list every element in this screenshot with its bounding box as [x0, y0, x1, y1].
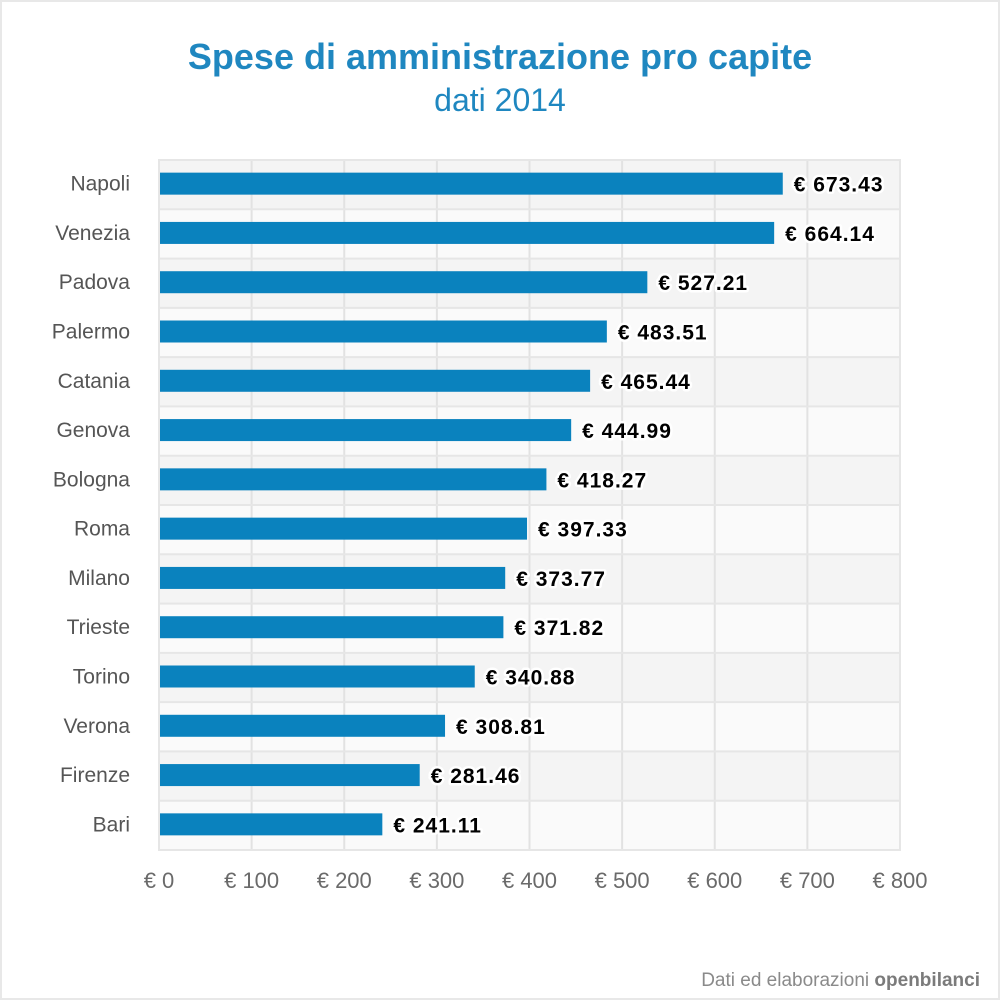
- x-tick-label: € 700: [780, 868, 835, 893]
- bar: [160, 320, 607, 343]
- value-labels: € 673.43 € 664.14 € 527.21 € 483.51 € 465.44…: [391, 171, 885, 840]
- credit-brand: openbilanci: [874, 970, 980, 991]
- value-label: € 397.33: [538, 519, 628, 542]
- x-tick-label: € 400: [502, 868, 557, 893]
- category-labels: Napoli Venezia Padova Palermo Catania Genova B…: [52, 173, 131, 837]
- category-label: Roma: [74, 518, 130, 541]
- value-label: € 444.99: [582, 420, 672, 443]
- category-label: Milano: [68, 567, 130, 590]
- credit-prefix: Dati ed elaborazioni: [701, 970, 870, 991]
- category-label: Bologna: [53, 468, 130, 491]
- bar: [160, 714, 446, 737]
- bar: [160, 468, 547, 491]
- category-label: Trieste: [67, 616, 130, 639]
- category-label: Catania: [58, 370, 131, 393]
- chart-subtitle: dati 2014: [434, 82, 566, 118]
- category-label: Palermo: [52, 321, 130, 344]
- category-label: Torino: [73, 666, 130, 689]
- bar: [160, 221, 775, 244]
- source-credit: Dati ed elaborazioni openbilanci: [701, 970, 980, 992]
- bar: [160, 764, 420, 787]
- x-tick-label: € 100: [224, 868, 279, 893]
- category-label: Padova: [59, 271, 131, 294]
- value-label: € 281.46: [431, 765, 521, 788]
- value-label: € 371.82: [514, 617, 604, 640]
- value-label: € 673.43: [794, 174, 884, 197]
- bar: [160, 813, 383, 836]
- x-tick-label: € 200: [317, 868, 372, 893]
- bar: [160, 271, 648, 294]
- category-label: Napoli: [70, 173, 130, 196]
- category-label: Venezia: [55, 222, 130, 245]
- category-label: Firenze: [60, 764, 130, 787]
- bar: [160, 419, 572, 442]
- bar: [160, 517, 528, 540]
- category-label: Bari: [93, 813, 130, 836]
- bar: [160, 369, 591, 392]
- category-label: Verona: [63, 715, 130, 738]
- bar: [160, 665, 475, 688]
- x-tick-label: € 500: [595, 868, 650, 893]
- chart-title: Spese di amministrazione pro capite: [187, 36, 813, 77]
- value-label: € 664.14: [785, 223, 875, 246]
- value-label: € 308.81: [456, 716, 546, 739]
- value-label: € 465.44: [601, 371, 691, 394]
- value-label: € 373.77: [516, 568, 606, 591]
- bar: [160, 616, 504, 639]
- plot-border: [158, 159, 901, 851]
- x-tick-label: € 300: [409, 868, 464, 893]
- value-label: € 241.11: [393, 814, 482, 837]
- bar: [160, 172, 783, 195]
- bars: [160, 172, 783, 836]
- value-label: € 483.51: [618, 322, 708, 345]
- x-tick-label: € 600: [687, 868, 742, 893]
- value-label: € 340.88: [486, 667, 576, 690]
- x-tick-label: € 0: [144, 868, 175, 893]
- value-label: € 527.21: [658, 272, 748, 295]
- x-tick-label: € 800: [872, 868, 927, 893]
- bar: [160, 566, 506, 589]
- value-label: € 418.27: [557, 469, 647, 492]
- x-axis-tick-labels: € 0 € 100 € 200 € 300 € 400 € 500 € 600 € 700 € …: [144, 868, 928, 893]
- category-label: Genova: [56, 419, 130, 442]
